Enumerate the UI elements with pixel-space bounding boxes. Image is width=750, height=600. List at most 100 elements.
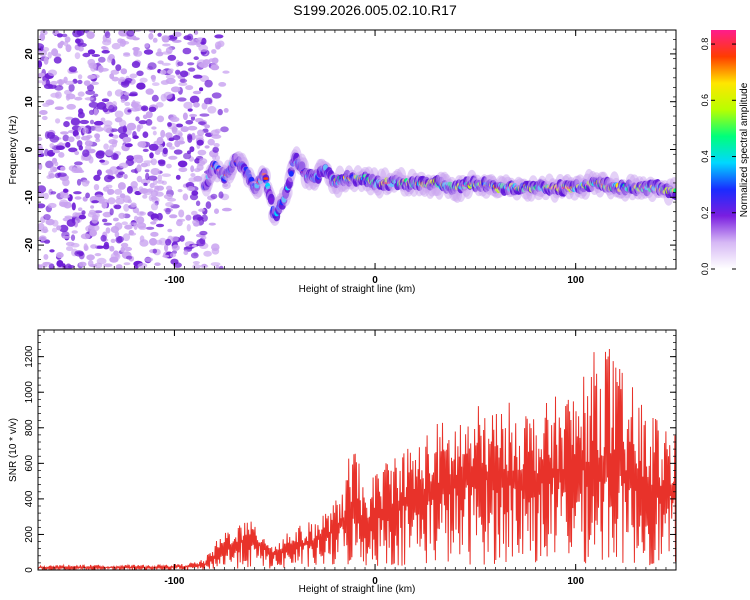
- spectrogram-cell: [108, 133, 114, 137]
- spectrogram-cell: [166, 185, 173, 191]
- spectrogram-cell: [66, 246, 73, 252]
- spectrogram-cell: [193, 222, 200, 227]
- spectrogram-cell: [205, 201, 212, 209]
- spectrogram-cell: [77, 74, 83, 80]
- spectrogram-cell: [212, 146, 219, 153]
- spectrogram-cell: [137, 262, 148, 269]
- snr-y-tick-label: 200: [24, 526, 35, 543]
- spectrogram-cell: [213, 143, 220, 148]
- snr-y-tick-label: 1200: [24, 345, 35, 368]
- spectrogram-cell: [78, 46, 84, 52]
- spectrogram-cell: [150, 221, 157, 225]
- spectrogram-cell: [42, 261, 52, 265]
- spectrogram-cell: [192, 263, 201, 269]
- spectrogram-cell: [156, 115, 165, 123]
- spectrogram-cell: [156, 180, 165, 184]
- spectrogram-cell: [83, 245, 89, 251]
- spectrogram-cell: [124, 101, 131, 107]
- spectrogram-cell: [60, 194, 70, 199]
- spectrogram-y-ticks: -20 -10 0 10 20: [24, 29, 676, 270]
- spectrogram-cell: [163, 91, 173, 100]
- spectrogram-cell: [50, 80, 58, 86]
- spectrogram-cell: [103, 124, 113, 133]
- spectrogram-cell: [89, 229, 97, 237]
- spectrogram-cell: [187, 67, 196, 72]
- spectrogram-cell: [207, 106, 217, 114]
- spectrogram-cell: [74, 161, 83, 166]
- spectrogram-cell: [214, 155, 220, 161]
- spectrogram-cell: [172, 31, 182, 37]
- spectrogram-cell: [91, 200, 99, 204]
- spectrogram-cell: [185, 85, 194, 91]
- spectrogram-cell: [126, 122, 137, 131]
- spectrogram-cell: [85, 192, 90, 199]
- spectrogram-cell: [162, 254, 170, 258]
- spectrogram-cell: [198, 44, 209, 52]
- spectrogram-cell: [39, 110, 48, 115]
- spectrogram-cell: [145, 226, 155, 230]
- spectrogram-cell: [157, 144, 164, 153]
- spectrogram-cell: [94, 126, 104, 132]
- snr-y-tick-label: 800: [24, 419, 35, 436]
- snr-y-ticks: 0 200 400 600 800 1000 1200: [24, 334, 676, 573]
- spectrogram-cell: [102, 39, 112, 46]
- spectrogram-cell: [133, 215, 139, 222]
- spectrogram-cell: [144, 257, 154, 262]
- spectrogram-cell: [78, 214, 87, 220]
- spectrogram-cell: [170, 86, 181, 93]
- spectrogram-cell: [176, 219, 183, 227]
- spectrogram-cell: [215, 45, 221, 50]
- spectrogram-cell: [144, 169, 150, 173]
- spectrogram-cell: [65, 263, 72, 269]
- spectrogram-cell: [165, 208, 171, 215]
- spectrogram-cell: [192, 90, 202, 95]
- spectrogram-cell: [105, 227, 111, 234]
- spectrogram-cell: [142, 114, 148, 120]
- spectrogram-cell: [199, 87, 204, 92]
- spectrogram-cell: [57, 266, 65, 269]
- spectrogram-cell: [187, 186, 195, 192]
- spectrogram-cell: [118, 212, 126, 219]
- spectrogram-cell: [191, 210, 198, 216]
- spectrogram-cell: [116, 236, 124, 243]
- spectrogram-cell: [211, 92, 222, 99]
- spectrogram-cell: [198, 158, 208, 165]
- spectrogram-cell: [164, 244, 169, 252]
- spectrogram-cell: [177, 61, 184, 67]
- spectrogram-cell: [94, 194, 104, 200]
- spectrogram-cell: [197, 149, 207, 156]
- spectrogram-cell: [78, 207, 83, 211]
- spectrogram-cell: [167, 122, 172, 127]
- spectrogram-cell: [222, 70, 230, 74]
- spectrogram-cell: [196, 139, 204, 146]
- spectrogram-cell: [175, 123, 184, 128]
- spectrogram-cell: [66, 93, 76, 100]
- spectrogram-cell: [142, 131, 149, 138]
- spectrogram-cell: [93, 108, 99, 116]
- spectrogram-cell: [47, 202, 57, 209]
- spectrogram-cell: [134, 262, 140, 269]
- spectrogram-x-tick-label: 0: [372, 275, 378, 286]
- spectrogram-cell: [196, 238, 206, 247]
- spectrogram-cell: [78, 170, 85, 173]
- spectrogram-cell: [198, 208, 206, 212]
- spectrogram-cell: [199, 230, 208, 236]
- spectrogram-cell: [150, 203, 159, 211]
- spectrogram-cell: [212, 154, 217, 161]
- spectrogram-cell: [149, 238, 158, 246]
- spectrogram-cell: [175, 174, 181, 180]
- spectrogram-cell: [139, 77, 148, 83]
- spectrogram-cell: [673, 188, 676, 193]
- spectrogram-cell: [55, 118, 61, 124]
- spectrogram-cell: [62, 134, 70, 142]
- spectrogram-cell: [124, 224, 133, 230]
- spectrogram-cell: [49, 143, 55, 149]
- spectrogram-cell: [74, 150, 80, 156]
- spectrogram-cell: [58, 80, 65, 86]
- spectrogram-cell: [126, 30, 135, 37]
- spectrogram-cell: [187, 108, 193, 112]
- colorbar-tick-label: 0.2: [700, 207, 710, 220]
- spectrogram-cell: [150, 196, 158, 201]
- spectrogram-cell: [211, 247, 220, 255]
- spectrogram-cell: [90, 65, 97, 72]
